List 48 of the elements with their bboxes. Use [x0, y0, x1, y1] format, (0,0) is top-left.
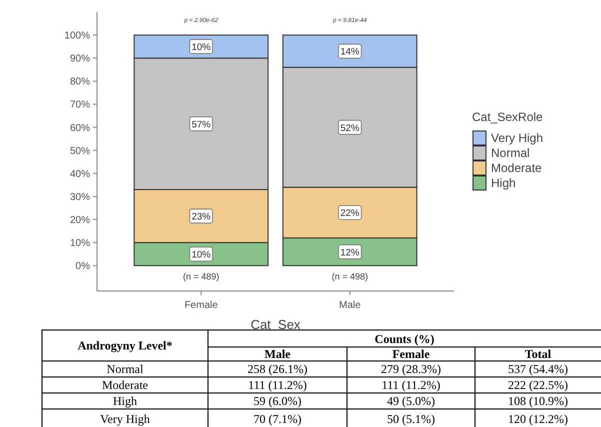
text: 279 (28.3%) — [381, 362, 441, 376]
text: High — [113, 394, 137, 408]
data-label: 23% — [192, 212, 212, 223]
data-label: 22% — [340, 208, 360, 220]
y-tick-label: 40% — [70, 168, 90, 180]
text: 111 (11.2%) — [248, 378, 307, 392]
text: 222 (22.5%) — [508, 378, 568, 392]
text: Counts (%) — [374, 332, 434, 346]
text: 50 (5.1%) — [387, 412, 435, 426]
y-tick-label: 10% — [70, 238, 90, 250]
annotation: (n = 489) — [182, 272, 220, 282]
legend-label: Moderate — [491, 161, 542, 175]
text: 537 (54.4%) — [508, 362, 568, 376]
legend-title: Cat_SexRole — [472, 110, 544, 124]
text: Androgyny Level* — [78, 338, 172, 352]
text: 49 (5.0%) — [387, 394, 435, 408]
text: 108 (10.9%) — [508, 394, 568, 408]
y-tick-label: 30% — [70, 192, 90, 203]
y-tick-label: 60% — [70, 122, 90, 134]
text: 70 (7.1%) — [254, 412, 302, 426]
data-label: 52% — [340, 122, 360, 134]
text: 120 (12.2%) — [508, 412, 568, 426]
annotation: (n = 498) — [332, 272, 368, 282]
y-tick-label: 80% — [70, 76, 90, 88]
data-label: 10% — [192, 250, 212, 261]
y-tick-label: 50% — [70, 146, 90, 157]
data-label: 14% — [340, 46, 360, 58]
text: 258 (26.1%) — [248, 362, 308, 376]
y-tick-label: 0% — [76, 261, 90, 272]
data-label: 10% — [192, 42, 212, 54]
text: Male — [264, 347, 292, 361]
text: 59 (6.0%) — [254, 394, 302, 408]
text: Female — [392, 347, 430, 361]
legend-label: High — [491, 176, 516, 190]
data-label: 57% — [192, 119, 212, 130]
text: Very High — [100, 412, 150, 426]
legend-label: Normal — [491, 146, 530, 160]
y-tick-label: 100% — [64, 30, 90, 42]
text: Moderate — [102, 378, 148, 392]
text: 111 (11.2%) — [382, 378, 440, 392]
data-label: 12% — [340, 247, 360, 258]
y-tick-label: 70% — [70, 100, 90, 111]
x-axis-title: Cat_Sex — [250, 317, 301, 332]
y-tick-label: 90% — [70, 54, 90, 65]
y-tick-label: 20% — [70, 215, 90, 226]
legend-label: Very High — [491, 131, 544, 145]
text: Normal — [106, 362, 144, 376]
text: Total — [524, 347, 552, 361]
